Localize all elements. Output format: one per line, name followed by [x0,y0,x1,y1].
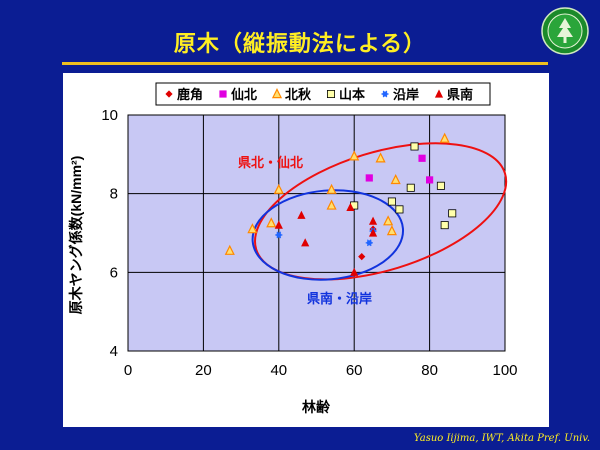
y-tick-label: 6 [110,264,118,281]
data-point [406,183,415,192]
data-point [326,183,337,194]
legend-label: 鹿角 [177,87,203,103]
data-point [390,173,401,185]
data-point [247,223,258,234]
x-tick-label: 20 [195,362,212,379]
data-point [297,210,306,219]
slide-title: 原木（縦振動法による） [173,32,427,57]
legend-label: 仙北 [231,87,257,103]
data-point [275,231,283,239]
data-point [301,238,310,247]
y-tick-label: 4 [110,343,118,360]
ellipse-north [254,142,508,281]
data-point [349,150,360,161]
data-point [386,225,397,236]
data-point [383,215,394,226]
data-point [346,202,355,212]
legend-marker [165,90,173,98]
footer-credit: Yasuo Iijima, IWT, Akita Pref. Univ. [413,433,590,444]
legend-label: 山本 [339,87,365,103]
data-point [274,220,283,229]
data-point [365,239,373,247]
y-tick-label: 10 [101,107,118,124]
ellipse-label-south: 県南・沿岸 [307,291,372,307]
chart-legend: 鹿角 仙北 北秋 山本 沿岸 県南 [155,82,491,106]
title-underline [62,62,548,65]
data-point [387,197,396,206]
data-point [224,244,235,255]
data-point [368,228,378,237]
data-point [273,183,284,194]
data-point [375,152,386,163]
plot-area [127,114,506,352]
x-axis-label: 林齢 [302,399,331,416]
x-tick-label: 0 [124,362,132,379]
data-point [368,216,378,225]
data-point [440,221,449,230]
data-point [410,142,419,151]
ellipse-south [251,189,405,281]
data-point [418,154,426,162]
data-point [358,253,366,261]
legend-marker [219,90,227,98]
ellipse-label-north: 県北・仙北 [238,155,303,171]
data-point [426,176,434,184]
x-tick-label: 60 [346,362,363,379]
chart-panel: 0 20 40 60 80 100 4 6 8 10 原木ヤング係数(kN/mm²) 林齢 鹿角 仙… [63,73,549,427]
legend-label: 北秋 [285,87,312,103]
legend-marker [434,89,444,98]
y-axis-label: 原木ヤング係数(kN/mm²) [68,156,84,315]
data-point [436,181,445,190]
legend-label: 県南 [447,87,473,103]
data-point [326,199,337,210]
legend-label: 沿岸 [393,87,419,103]
x-tick-label: 100 [492,362,517,379]
legend-marker [271,88,283,99]
x-tick-label: 80 [421,362,438,379]
data-point [350,267,359,276]
university-logo-icon [541,7,589,55]
legend-marker [381,90,389,98]
legend-marker [326,89,335,98]
data-point [365,174,373,182]
y-tick-label: 8 [110,186,118,203]
scatter-chart: 0 20 40 60 80 100 4 6 8 10 原木ヤング係数(kN/mm²) 林齢 鹿角 仙… [68,82,518,416]
data-point [395,205,404,214]
data-point [266,217,277,228]
data-point [439,132,450,143]
x-tick-label: 40 [270,362,287,379]
data-point [448,209,457,218]
